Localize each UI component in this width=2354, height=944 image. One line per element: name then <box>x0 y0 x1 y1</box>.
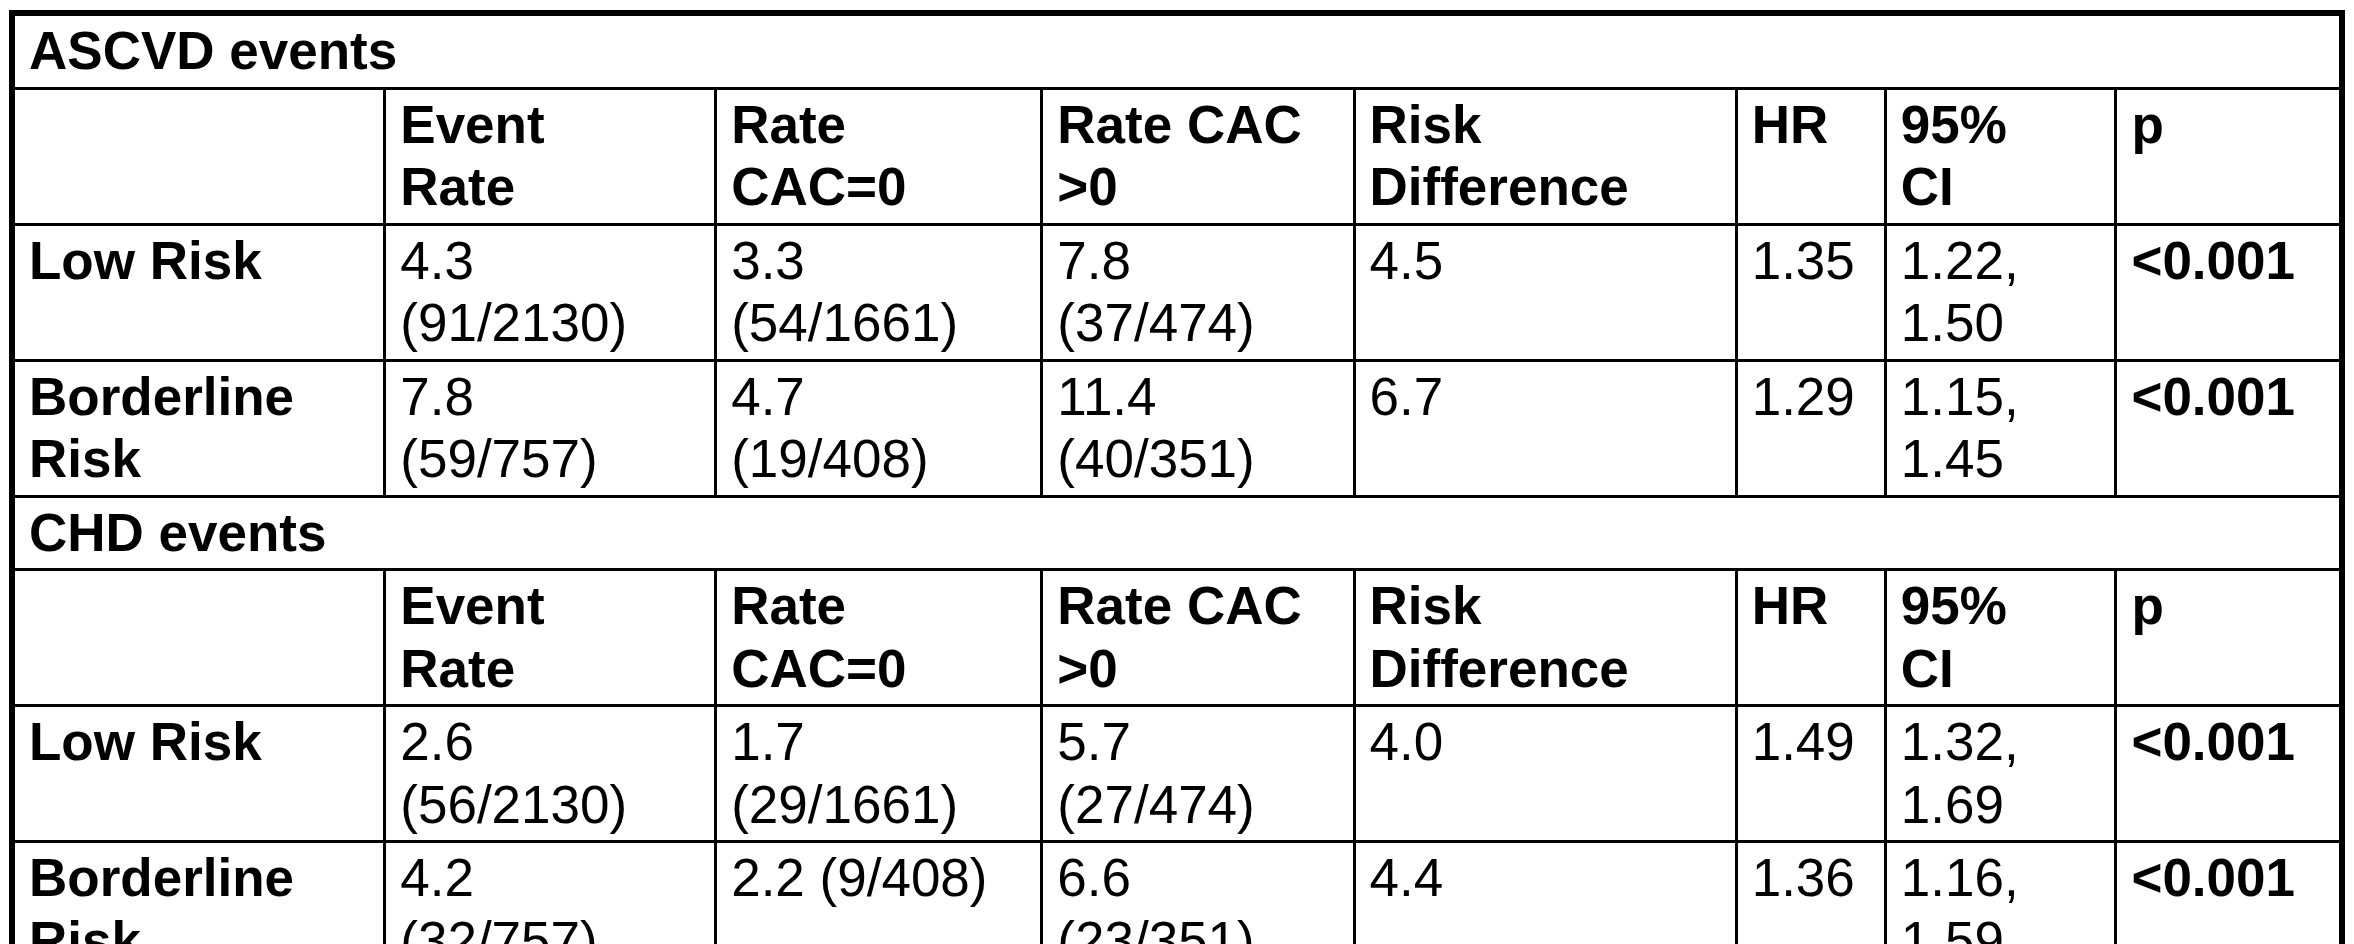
p-value-cell: <0.001 <box>2116 360 2342 496</box>
section-title-ascvd: ASCVD events <box>12 13 2342 88</box>
table-row-ascvd-low-risk: Low Risk 4.3 (91/2130) 3.3 (54/1661) 7.8… <box>12 224 2342 360</box>
row-label: Low Risk <box>12 706 385 842</box>
row-label: Low Risk <box>12 224 385 360</box>
header-risk-difference: Risk Difference <box>1354 570 1736 706</box>
header-95ci: 95% CI <box>1885 88 2116 224</box>
row-label: Borderline Risk <box>12 360 385 496</box>
table-row-chd-borderline-risk: Borderline Risk 4.2 (32/757) 2.2 (9/408)… <box>12 842 2342 944</box>
ci-cell: 1.32, 1.69 <box>1885 706 2116 842</box>
table-row-ascvd-borderline-risk: Borderline Risk 7.8 (59/757) 4.7 (19/408… <box>12 360 2342 496</box>
rate-cac-gt0-cell: 6.6 (23/351) <box>1042 842 1354 944</box>
ci-cell: 1.22, 1.50 <box>1885 224 2116 360</box>
risk-difference-cell: 4.0 <box>1354 706 1736 842</box>
risk-difference-cell: 6.7 <box>1354 360 1736 496</box>
header-event-rate: Event Rate <box>385 88 716 224</box>
risk-difference-cell: 4.5 <box>1354 224 1736 360</box>
header-blank <box>12 570 385 706</box>
header-event-rate: Event Rate <box>385 570 716 706</box>
risk-difference-cell: 4.4 <box>1354 842 1736 944</box>
rate-cac0-cell: 3.3 (54/1661) <box>716 224 1042 360</box>
header-risk-difference: Risk Difference <box>1354 88 1736 224</box>
section-title-row-chd: CHD events <box>12 496 2342 570</box>
hr-cell: 1.36 <box>1736 842 1885 944</box>
header-p: p <box>2116 570 2342 706</box>
row-label: Borderline Risk <box>12 842 385 944</box>
ci-cell: 1.15, 1.45 <box>1885 360 2116 496</box>
p-value-cell: <0.001 <box>2116 842 2342 944</box>
header-rate-cac-gt0: Rate CAC >0 <box>1042 570 1354 706</box>
rate-cac0-cell: 1.7 (29/1661) <box>716 706 1042 842</box>
rate-cac-gt0-cell: 11.4 (40/351) <box>1042 360 1354 496</box>
rate-cac-gt0-cell: 7.8 (37/474) <box>1042 224 1354 360</box>
table-row-chd-low-risk: Low Risk 2.6 (56/2130) 1.7 (29/1661) 5.7… <box>12 706 2342 842</box>
section-title-row-ascvd: ASCVD events <box>12 13 2342 88</box>
rate-cac0-cell: 2.2 (9/408) <box>716 842 1042 944</box>
hr-cell: 1.29 <box>1736 360 1885 496</box>
hr-cell: 1.49 <box>1736 706 1885 842</box>
rate-cac-gt0-cell: 5.7 (27/474) <box>1042 706 1354 842</box>
hr-cell: 1.35 <box>1736 224 1885 360</box>
event-rate-cell: 4.2 (32/757) <box>385 842 716 944</box>
header-hr: HR <box>1736 570 1885 706</box>
p-value-cell: <0.001 <box>2116 224 2342 360</box>
event-rate-cell: 7.8 (59/757) <box>385 360 716 496</box>
event-rate-cell: 4.3 (91/2130) <box>385 224 716 360</box>
p-value-cell: <0.001 <box>2116 706 2342 842</box>
header-hr: HR <box>1736 88 1885 224</box>
header-rate-cac0: Rate CAC=0 <box>716 88 1042 224</box>
event-rate-cell: 2.6 (56/2130) <box>385 706 716 842</box>
header-rate-cac-gt0: Rate CAC >0 <box>1042 88 1354 224</box>
rate-cac0-cell: 4.7 (19/408) <box>716 360 1042 496</box>
header-row-chd: Event Rate Rate CAC=0 Rate CAC >0 Risk D… <box>12 570 2342 706</box>
header-95ci: 95% CI <box>1885 570 2116 706</box>
events-table: ASCVD events Event Rate Rate CAC=0 Rate … <box>9 10 2345 944</box>
ci-cell: 1.16, 1.59 <box>1885 842 2116 944</box>
header-p: p <box>2116 88 2342 224</box>
section-title-chd: CHD events <box>12 496 2342 570</box>
header-blank <box>12 88 385 224</box>
header-rate-cac0: Rate CAC=0 <box>716 570 1042 706</box>
header-row-ascvd: Event Rate Rate CAC=0 Rate CAC >0 Risk D… <box>12 88 2342 224</box>
